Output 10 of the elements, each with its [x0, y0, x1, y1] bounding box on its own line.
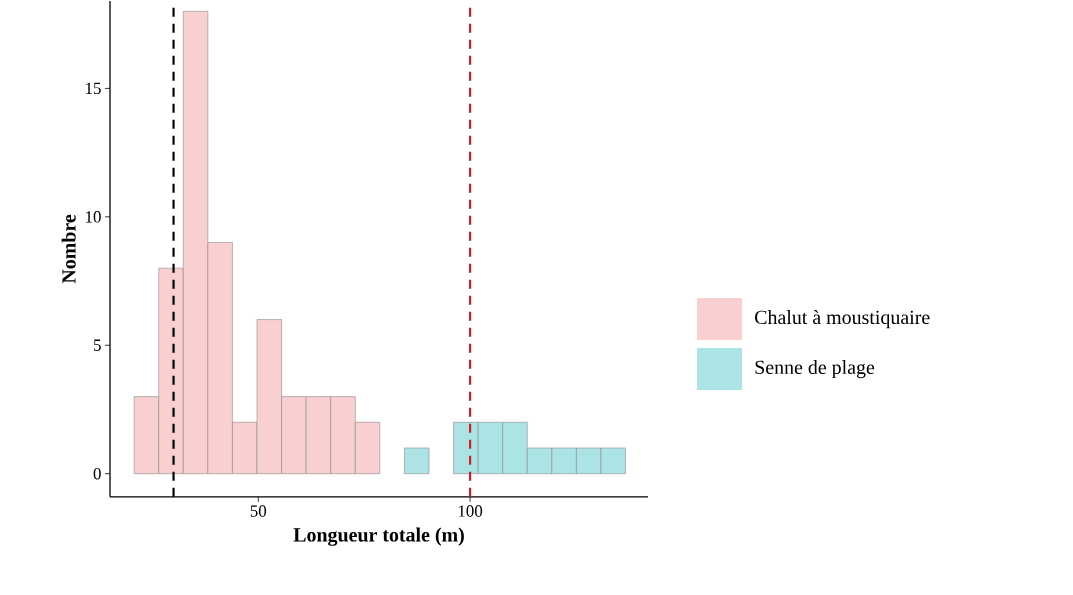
y-tick-label: 5 — [94, 339, 101, 351]
y-tick-label: 15 — [86, 82, 101, 95]
y-tick-label: 0 — [93, 467, 101, 480]
x-tick-label: 50 — [250, 505, 267, 517]
y-axis-title: Nombre — [61, 214, 76, 284]
legend-label: Chalut à moustiquaire — [755, 309, 930, 329]
y-tick-label: 10 — [86, 211, 101, 223]
x-tick-label: 100 — [458, 505, 483, 517]
legend-label: Senne de plage — [755, 359, 875, 379]
x-axis-title: Longueur totale (m) — [293, 527, 464, 546]
